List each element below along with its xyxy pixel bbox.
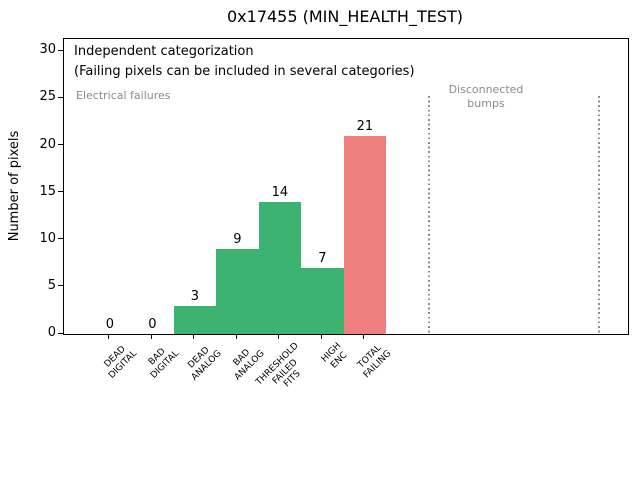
bar-value-label-1: 0 <box>148 317 157 332</box>
disconnected-region-line <box>427 96 430 334</box>
x-tick-mark <box>320 334 322 339</box>
x-tick-label-2: DEAD ANALOG <box>186 345 224 383</box>
y-tick-mark <box>58 238 63 240</box>
y-tick-label: 5 <box>47 277 56 293</box>
bar-5 <box>301 268 344 334</box>
annotation-independent-categorization: Independent categorization <box>74 44 254 59</box>
y-tick-label: 15 <box>39 183 56 199</box>
bar-value-label-4: 14 <box>271 185 289 201</box>
y-tick-label: 0 <box>47 325 56 340</box>
bar-value-label-0: 0 <box>105 317 115 332</box>
x-tick-mark <box>235 334 237 339</box>
bar-value-label-6: 21 <box>356 119 374 135</box>
bar-value-label-3: 9 <box>233 232 242 248</box>
bar-2 <box>173 305 217 334</box>
annotation-disconnected-bumps: Disconnected bumps <box>448 83 524 110</box>
annotation-note: (Failing pixels can be included in sever… <box>74 64 415 79</box>
y-tick-mark <box>58 332 63 334</box>
y-tick-label: 25 <box>39 89 56 105</box>
y-tick-mark <box>58 191 63 193</box>
x-tick-mark <box>150 334 152 339</box>
annotation-electrical-failures: Electrical failures <box>76 89 171 102</box>
x-tick-label-4: THRESHOLD FAILED FITS <box>254 341 303 390</box>
y-tick-mark <box>58 96 63 98</box>
bar-value-label-5: 7 <box>318 251 327 267</box>
bar-3 <box>216 249 259 334</box>
x-tick-mark <box>193 334 195 339</box>
disconnected-region-line <box>597 96 600 334</box>
chart-title: 0x17455 (MIN_HEALTH_TEST) <box>226 7 464 26</box>
x-tick-label-0: DEAD DIGITAL <box>102 344 139 381</box>
x-tick-label-5: HIGH ENC <box>320 341 350 371</box>
y-tick-mark <box>58 285 63 287</box>
bar-value-label-2: 3 <box>190 288 200 304</box>
x-tick-mark <box>278 334 280 339</box>
y-tick-label: 20 <box>39 136 56 152</box>
y-tick-label: 30 <box>39 42 56 58</box>
bar-4 <box>258 202 302 334</box>
y-tick-mark <box>58 49 63 51</box>
x-tick-label-1: BAD DIGITAL <box>147 346 181 381</box>
y-tick-label: 10 <box>39 230 56 246</box>
plot-area: Independent categorization (Failing pixe… <box>63 38 629 335</box>
x-tick-mark <box>108 334 110 339</box>
x-tick-label-6: TOTAL FAILING <box>356 343 394 380</box>
y-tick-mark <box>58 144 63 145</box>
bar-6 <box>343 136 387 334</box>
x-tick-mark <box>363 334 365 339</box>
